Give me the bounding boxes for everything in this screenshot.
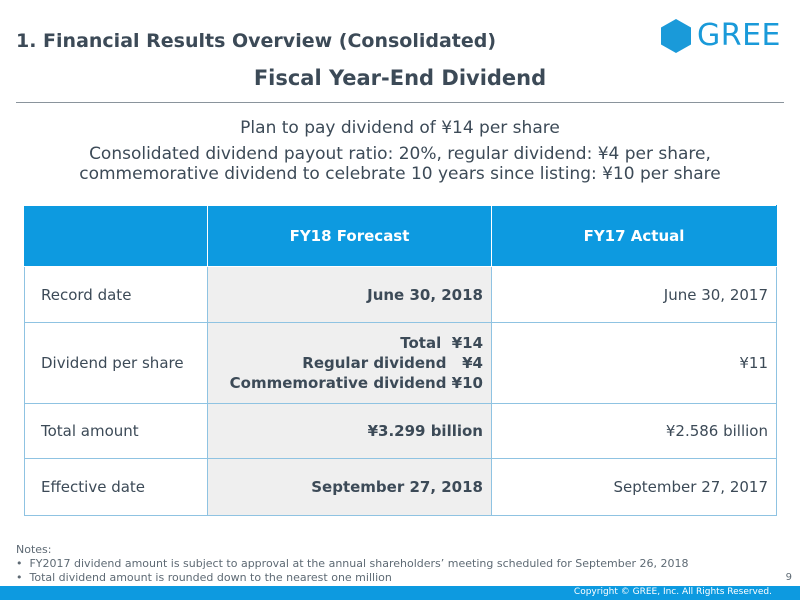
section-title: 1. Financial Results Overview (Consolida… xyxy=(16,30,497,52)
row-label: Dividend per share xyxy=(24,322,208,404)
forecast-total-line: Total ¥14 xyxy=(400,334,483,352)
table-header-row: FY18 Forecast FY17 Actual xyxy=(24,205,777,267)
note-text: FY2017 dividend amount is subject to app… xyxy=(29,557,689,570)
forecast-cell: September 27, 2018 xyxy=(207,458,492,516)
title-divider xyxy=(16,102,784,103)
table-header-actual: FY17 Actual xyxy=(491,205,777,267)
lead-text-2: Consolidated dividend payout ratio: 20%,… xyxy=(89,144,711,164)
actual-cell: ¥11 xyxy=(491,322,777,404)
row-label: Record date xyxy=(24,266,208,323)
slide-title: Fiscal Year-End Dividend xyxy=(253,66,547,90)
table-row-total-amount: Total amount ¥3.299 billion ¥2.586 billi… xyxy=(24,403,777,459)
forecast-regular-line: Regular dividend ¥4 xyxy=(302,354,483,372)
note-item: • FY2017 dividend amount is subject to a… xyxy=(16,557,689,570)
gree-logo: GREE xyxy=(661,19,781,53)
forecast-cell: June 30, 2018 xyxy=(207,266,492,323)
forecast-cell: ¥3.299 billion xyxy=(207,403,492,459)
copyright-text: Copyright © GREE, Inc. All Rights Reserv… xyxy=(573,587,772,597)
actual-cell: ¥2.586 billion xyxy=(491,403,777,459)
dividend-table: FY18 Forecast FY17 Actual Record date Ju… xyxy=(24,205,777,516)
notes: Notes: • FY2017 dividend amount is subje… xyxy=(16,543,689,585)
table-row-dividend-per-share: Dividend per share Total ¥14 Regular div… xyxy=(24,322,777,404)
table-row-record-date: Record date June 30, 2018 June 30, 2017 xyxy=(24,266,777,323)
forecast-commemorative-line: Commemorative dividend ¥10 xyxy=(229,374,483,392)
page-number: 9 xyxy=(785,572,792,583)
forecast-cell: Total ¥14 Regular dividend ¥4 Commemorat… xyxy=(207,322,492,404)
notes-title: Notes: xyxy=(16,543,52,556)
note-text: Total dividend amount is rounded down to… xyxy=(29,571,392,584)
lead-text-1: Plan to pay dividend of ¥14 per share xyxy=(240,118,560,138)
footer-bar: Copyright © GREE, Inc. All Rights Reserv… xyxy=(0,586,800,600)
logo-text: GREE xyxy=(697,18,782,53)
lead-text-3: commemorative dividend to celebrate 10 y… xyxy=(79,164,721,184)
table-header-forecast: FY18 Forecast xyxy=(207,205,492,267)
actual-cell: June 30, 2017 xyxy=(491,266,777,323)
row-label: Effective date xyxy=(24,458,208,516)
table-row-effective-date: Effective date September 27, 2018 Septem… xyxy=(24,458,777,516)
row-label: Total amount xyxy=(24,403,208,459)
note-item: • Total dividend amount is rounded down … xyxy=(16,571,392,584)
hexagon-logo-icon xyxy=(661,19,691,53)
table-header-blank xyxy=(24,205,208,267)
actual-cell: September 27, 2017 xyxy=(491,458,777,516)
